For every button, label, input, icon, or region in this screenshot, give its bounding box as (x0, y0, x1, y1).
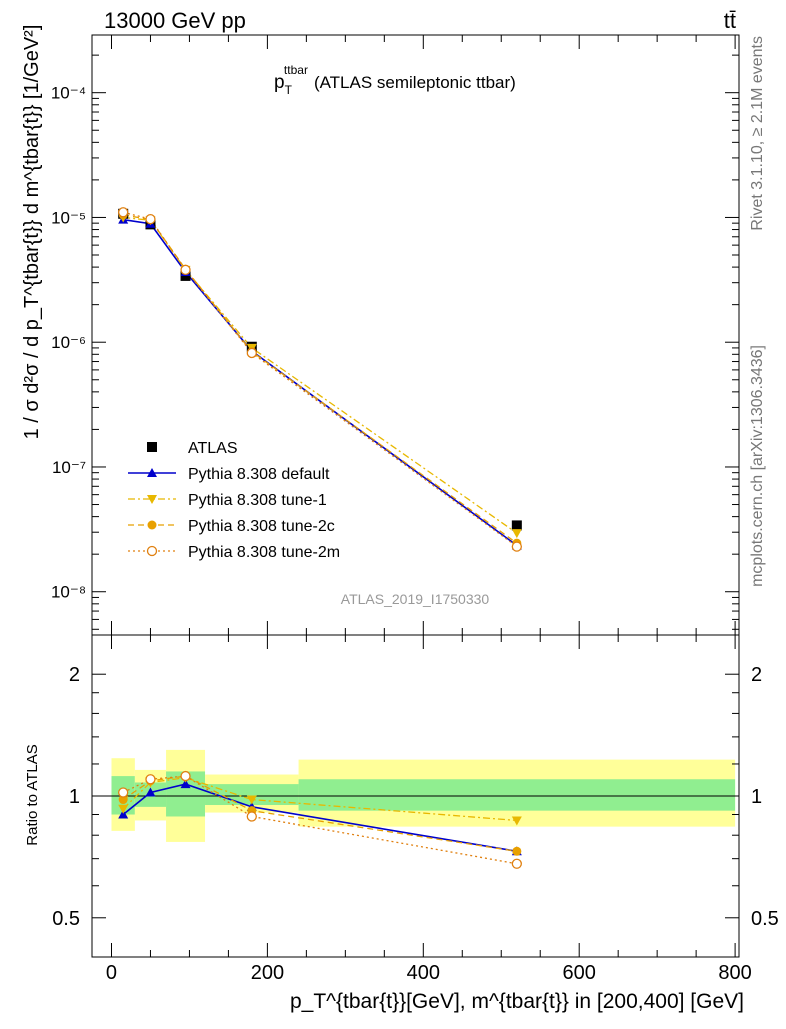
main-y-tick-label-0: 10⁻⁸ (51, 583, 86, 602)
ratio-series-1-point-0 (118, 804, 129, 814)
ratio-ticks-layer: 0.5 0.5 1 1 2 2 0 200 400 600 800 (52, 635, 779, 984)
title-main: p (274, 72, 285, 93)
title-subscript: T (285, 83, 293, 97)
x-tick-label-1: 200 (251, 962, 284, 984)
ratio-y-tick-label-right-1: 1 (751, 786, 762, 808)
legend-marker-2 (147, 495, 157, 504)
ratio-y-tick-label-right-0: 0.5 (751, 908, 779, 930)
main-y-tick-label-4: 10⁻⁴ (51, 84, 86, 103)
ratio-series-line-1 (122, 776, 517, 822)
legend-marker-4 (146, 545, 158, 557)
main-series-4-point-4 (511, 541, 522, 552)
ratio-series-layer (118, 770, 522, 869)
main-series-0-point-4 (511, 520, 522, 531)
main-ticks-layer: 10⁻⁸ 10⁻⁷ 10⁻⁶ 10⁻⁵ 10⁻⁴ (51, 35, 739, 635)
main-plot-title: pTttbar (ATLAS semileptonic ttbar) (274, 63, 516, 97)
main-series-4-point-3 (246, 347, 257, 359)
ratio-series-0-point-2 (180, 779, 191, 789)
main-series-4-point-2 (180, 264, 191, 276)
title-superscript: ttbar (284, 63, 308, 77)
x-axis-label: p_T^{tbar{t}}[GeV], m^{tbar{t}} in [200,… (290, 990, 744, 1013)
title-rest: (ATLAS semileptonic ttbar) (314, 73, 516, 92)
header-energy-label: 13000 GeV pp (104, 8, 246, 33)
ratio-band-inner-3 (205, 784, 299, 806)
main-series-4-point-0 (118, 207, 129, 218)
mcplots-label: mcplots.cern.ch [arXiv:1306.3436] (749, 345, 766, 587)
legend-label-0: ATLAS (188, 440, 238, 457)
main-series-line-4 (123, 211, 518, 548)
ratio-series-3-point-1 (145, 774, 156, 785)
legend-label-2: Pythia 8.308 tune-1 (188, 492, 327, 509)
ratio-series-1-point-3 (246, 795, 257, 805)
x-tick-label-3: 600 (563, 962, 596, 984)
main-series-layer (118, 207, 522, 552)
ratio-series-3-point-2 (180, 770, 191, 782)
ratio-series-2-point-0 (118, 795, 128, 805)
main-y-axis-label: 1 / σ d²σ / d p_T^{tbar{t}} d m^{tbar{t}… (21, 25, 43, 440)
main-series-4-point-1 (145, 213, 156, 225)
ratio-series-3-point-0 (118, 787, 129, 798)
ratio-y-tick-label-right-2: 2 (751, 664, 762, 686)
ratio-series-line-2 (122, 775, 517, 852)
ratio-y-tick-label-left-1: 1 (69, 786, 80, 808)
ratio-series-3-point-4 (511, 858, 522, 869)
x-tick-label-0: 0 (106, 962, 117, 984)
ratio-y-tick-label-left-0: 0.5 (52, 908, 80, 930)
rivet-version-label: Rivet 3.1.10, ≥ 2.1M events (749, 36, 766, 231)
x-tick-label-2: 400 (407, 962, 440, 984)
analysis-watermark: ATLAS_2019_I1750330 (341, 591, 490, 607)
ratio-series-3-point-3 (246, 811, 257, 822)
ratio-series-1-point-4 (511, 816, 522, 826)
ratio-y-axis-label: Ratio to ATLAS (24, 744, 41, 845)
main-series-line-2 (123, 216, 518, 534)
ratio-series-0-point-1 (145, 787, 156, 797)
main-series-line-3 (123, 214, 518, 544)
main-series-2-point-4 (511, 529, 522, 539)
legend-label-3: Pythia 8.308 tune-2c (188, 518, 335, 535)
ratio-y-tick-label-left-2: 2 (69, 664, 80, 686)
x-tick-label-4: 800 (718, 962, 751, 984)
ratio-band-inner-4 (298, 779, 736, 811)
legend-label-1: Pythia 8.308 default (188, 466, 330, 483)
legend-marker-1 (147, 468, 157, 477)
legend: ATLAS Pythia 8.308 default Pythia 8.308 tu… (128, 440, 340, 561)
main-y-tick-label-3: 10⁻⁵ (51, 208, 86, 227)
legend-label-4: Pythia 8.308 tune-2m (188, 544, 340, 561)
ratio-series-0-point-0 (118, 809, 129, 819)
legend-marker-3 (147, 520, 157, 530)
header-process-label: tt̄ (724, 8, 736, 33)
main-y-tick-label-1: 10⁻⁷ (52, 458, 86, 477)
main-y-tick-label-2: 10⁻⁶ (51, 333, 86, 352)
ratio-series-2-point-4 (512, 846, 522, 856)
legend-marker-0 (147, 442, 157, 452)
